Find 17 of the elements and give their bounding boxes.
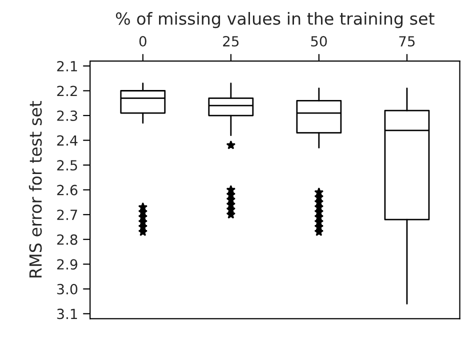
y-tick-label: 2.4 xyxy=(57,135,78,146)
y-tick-label: 2.3 xyxy=(57,110,78,121)
y-tick-label: 2.8 xyxy=(57,234,78,245)
y-tick-label: 2.1 xyxy=(57,60,77,72)
x-axis-title: % of missing values in the training set xyxy=(116,12,434,28)
x-tick-label: 75 xyxy=(399,36,415,47)
y-tick-label: 2.2 xyxy=(57,86,77,96)
y-tick-label: 2.6 xyxy=(57,184,78,196)
y-tick-label: 2.7 xyxy=(57,210,78,220)
y-tick-label: 3.1 xyxy=(57,308,77,320)
x-tick-label: 0 xyxy=(139,36,146,47)
x-tick-label: 25 xyxy=(223,36,239,47)
x-tick-label: 50 xyxy=(311,36,327,47)
y-tick-label: 2.9 xyxy=(57,259,78,270)
y-axis-title: RMS error for test set xyxy=(28,101,42,278)
y-tick-label: 3.0 xyxy=(57,284,78,294)
y-tick-label: 2.5 xyxy=(57,160,78,171)
